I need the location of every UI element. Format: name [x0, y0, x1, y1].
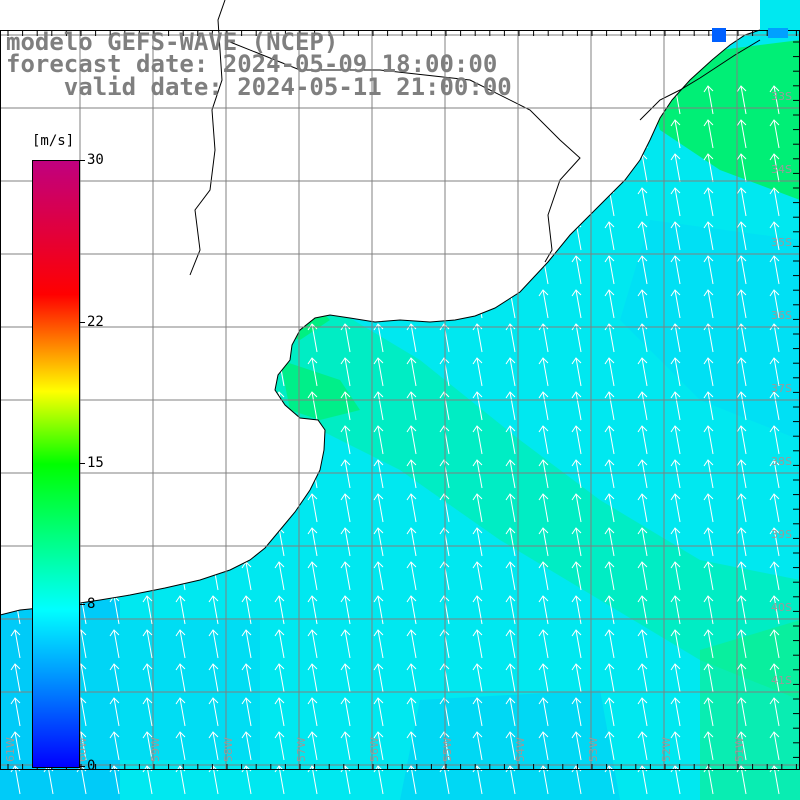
- colorbar-tick-mark: [79, 321, 85, 323]
- valid-date: valid date: 2024-05-11 21:00:00: [63, 73, 512, 101]
- colorbar-tick-label: 30: [87, 152, 104, 168]
- latitude-label: 38S: [771, 455, 792, 468]
- latitude-label: 35S: [771, 236, 792, 249]
- frame-ticks: [7, 30, 800, 770]
- latitude-label: 37S: [771, 382, 792, 395]
- forecast-date: forecast date: 2024-05-09 18:00:00: [6, 50, 498, 78]
- latitude-label: 40S: [771, 601, 792, 614]
- colorbar-tick-mark: [79, 160, 85, 161]
- colorbar-tick-label: 15: [87, 455, 104, 471]
- border-line: [224, 39, 581, 263]
- land: [0, 0, 760, 615]
- longitude-label: 56W: [368, 737, 381, 762]
- colorbar-tick-mark: [79, 463, 85, 464]
- coastline: [0, 29, 761, 616]
- colorbar-tick-label: 22: [87, 313, 104, 330]
- longitude-label: 54W: [514, 737, 527, 762]
- latitude-label: 34S: [771, 163, 792, 176]
- latitude-label: 33S: [771, 90, 792, 103]
- colorbar-unit: [m/s]: [32, 133, 75, 149]
- latitude-label: 41S: [771, 674, 792, 687]
- lat-lon-grid: [0, 30, 800, 770]
- model-title: modelo GEFS-WAVE (NCEP): [6, 28, 339, 56]
- coastal-cell: [768, 28, 788, 38]
- longitude-label: 52W: [660, 737, 673, 762]
- longitude-label: 55W: [441, 737, 454, 762]
- colorbar: [32, 160, 80, 768]
- colorbar-tick-label: 8: [87, 596, 96, 613]
- longitude-label: 59W: [149, 737, 162, 762]
- latitude-label: 36S: [771, 309, 792, 322]
- colorbar-tick-mark: [79, 604, 85, 606]
- longitude-label: 61W: [4, 737, 17, 762]
- longitude-label: 53W: [587, 737, 600, 762]
- lagoon-outline: [639, 39, 761, 121]
- uruguay-river-border: [189, 0, 226, 276]
- longitude-label: 57W: [295, 737, 308, 762]
- longitude-label: 51W: [733, 737, 746, 762]
- colorbar-tick-label: 0: [87, 758, 96, 774]
- colorbar-tick-mark: [79, 766, 85, 767]
- latitude-label: 39S: [771, 528, 792, 541]
- coastal-cell: [712, 28, 726, 42]
- longitude-label: 58W: [222, 737, 235, 762]
